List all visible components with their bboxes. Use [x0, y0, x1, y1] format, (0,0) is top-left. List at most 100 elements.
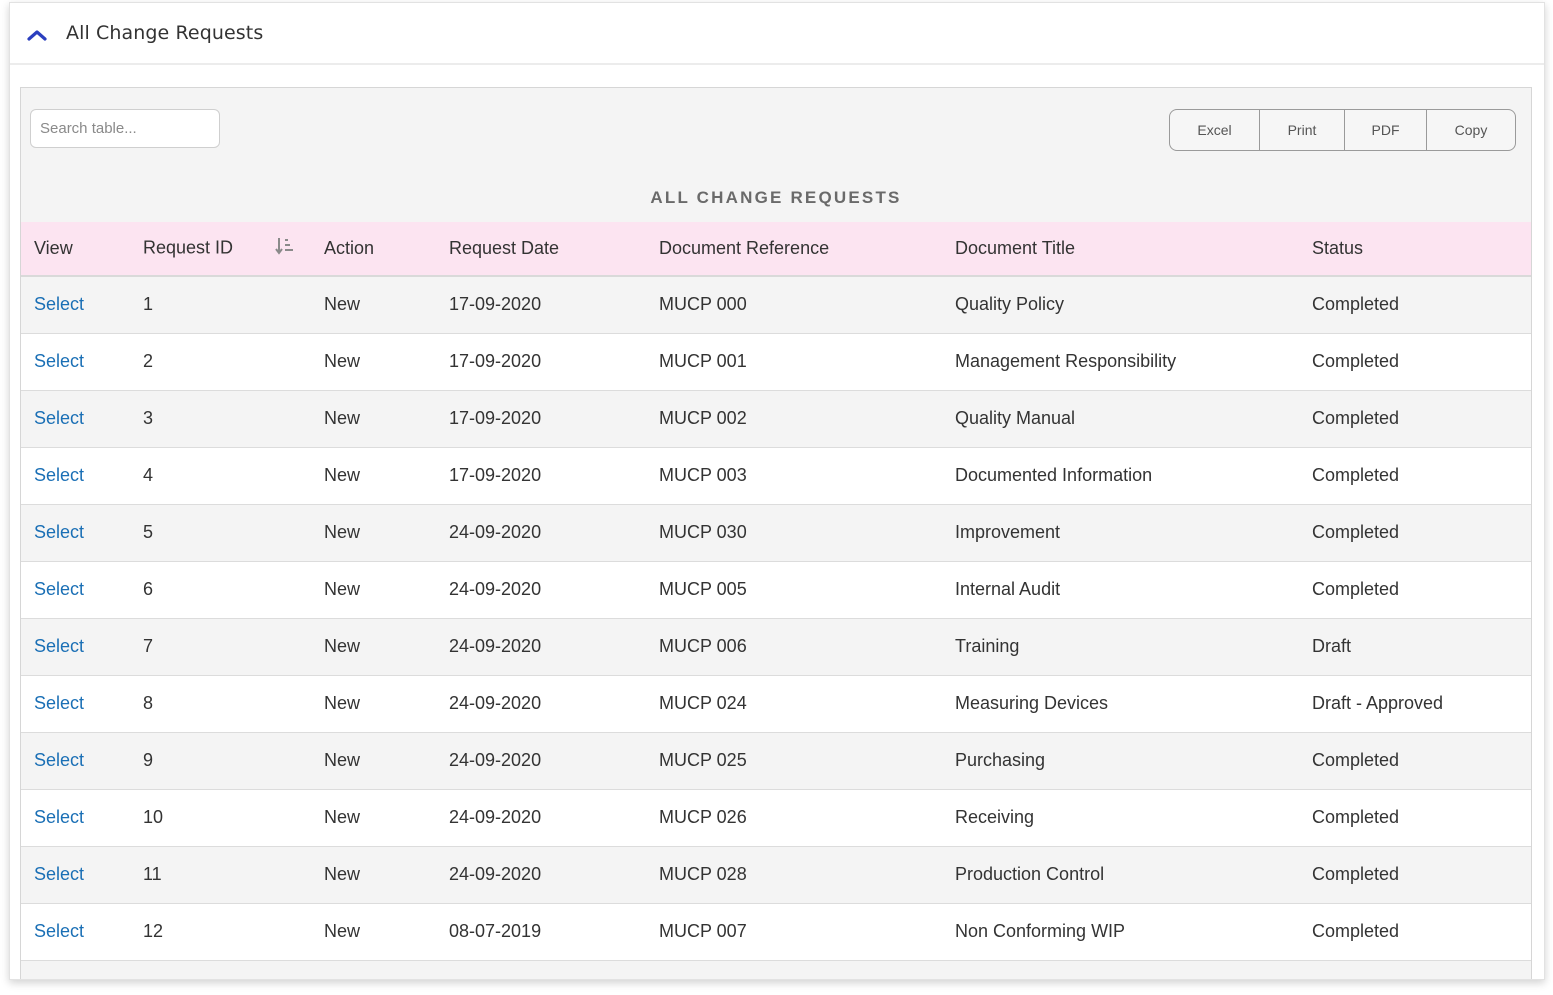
select-link[interactable]: Select — [34, 351, 85, 371]
select-link[interactable]: Select — [34, 750, 85, 770]
document-title-cell: Non Conforming WIP — [955, 921, 1126, 941]
select-link[interactable]: Select — [34, 294, 85, 315]
request-date-cell: 24-09-2020 — [449, 807, 542, 827]
document-reference-cell: MUCP 024 — [659, 693, 747, 713]
document-title-cell: Management Responsibility — [955, 351, 1177, 371]
change-requests-card: All Change Requests Excel Print PDF Copy… — [9, 2, 1545, 980]
status-cell: Draft - Approved — [1312, 693, 1444, 713]
pdf-button[interactable]: PDF — [1345, 110, 1427, 150]
document-title-cell: Production Control — [955, 864, 1105, 884]
table-caption: ALL CHANGE REQUESTS — [650, 188, 902, 207]
column-header-action[interactable]: Action — [324, 238, 375, 258]
table-row: Select 1 New 17-09-2020 MUCP 000 Quality Poli… — [21, 276, 1531, 333]
action-cell: New — [324, 693, 361, 713]
document-title-cell: Quality Manual — [955, 408, 1076, 428]
table-row: Select 7 New 24-09-2020 MUCP 006 Training Draf… — [21, 618, 1531, 675]
status-cell: Completed — [1312, 522, 1400, 542]
column-header-request-date[interactable]: Request Date — [449, 238, 560, 258]
export-button-group: Excel Print PDF Copy — [1169, 109, 1516, 151]
sort-descending-icon[interactable] — [275, 236, 295, 261]
request-id-cell: 12 — [143, 921, 164, 941]
column-header-status[interactable]: Status — [1312, 238, 1364, 258]
select-link[interactable]: Select — [34, 693, 85, 713]
chevron-up-icon[interactable] — [26, 24, 48, 46]
request-id-cell: 10 — [143, 807, 164, 827]
request-date-cell: 24-09-2020 — [449, 750, 542, 770]
document-reference-cell: MUCP 002 — [659, 408, 747, 428]
request-id-cell: 4 — [143, 465, 154, 485]
request-date-cell: 08-07-2019 — [449, 921, 542, 941]
select-link[interactable]: Select — [34, 921, 85, 941]
request-date-cell: 24-09-2020 — [449, 864, 542, 884]
card-title: All Change Requests — [66, 22, 264, 44]
status-cell: Completed — [1312, 408, 1400, 428]
table-row: Select 6 New 24-09-2020 MUCP 005 Internal Aud… — [21, 561, 1531, 618]
action-cell: New — [324, 807, 361, 827]
request-id-cell: 1 — [143, 294, 154, 315]
action-cell: New — [324, 750, 361, 770]
select-link[interactable]: Select — [34, 636, 85, 656]
status-cell: Completed — [1312, 864, 1400, 884]
action-cell: New — [324, 921, 361, 941]
select-link[interactable]: Select — [34, 864, 85, 884]
request-date-cell: 17-09-2020 — [449, 351, 542, 371]
request-id-cell: 2 — [143, 351, 154, 371]
action-cell: New — [324, 351, 361, 371]
document-title-cell: Training — [955, 636, 1020, 656]
request-id-cell: 11 — [143, 864, 162, 884]
document-title-cell: Measuring Devices — [955, 693, 1109, 713]
card-header: All Change Requests — [10, 3, 1544, 65]
request-date-cell: 17-09-2020 — [449, 294, 542, 315]
request-id-cell: 5 — [143, 522, 154, 542]
table-row: Select 4 New 17-09-2020 MUCP 003 Documented I… — [21, 447, 1531, 504]
document-reference-cell: MUCP 006 — [659, 636, 747, 656]
action-cell: New — [324, 294, 361, 315]
document-reference-cell: MUCP 005 — [659, 579, 747, 599]
copy-button[interactable]: Copy — [1454, 122, 1488, 138]
status-cell: Completed — [1312, 921, 1400, 941]
table-row: Select 10 New 24-09-2020 MUCP 026 Receiving Co… — [21, 789, 1531, 846]
table-header-row: View Request ID Action Request Date Docu… — [21, 222, 1531, 276]
status-cell: Completed — [1312, 294, 1400, 315]
select-link[interactable]: Select — [34, 408, 85, 428]
excel-button[interactable]: Excel — [1170, 110, 1260, 150]
action-cell: New — [324, 408, 361, 428]
table-row: Select 12 New 08-07-2019 MUCP 007 Non Conform… — [21, 903, 1531, 960]
table-row: Select 11 New 24-09-2020 MUCP 028 Production … — [21, 846, 1531, 903]
column-header-view[interactable]: View — [34, 238, 73, 258]
request-id-cell: 8 — [143, 693, 154, 713]
action-cell: New — [324, 864, 361, 884]
select-link[interactable]: Select — [34, 579, 85, 599]
document-title-cell: Quality Policy — [955, 294, 1065, 315]
select-link[interactable]: Select — [34, 522, 85, 542]
document-reference-cell: MUCP 000 — [659, 294, 747, 315]
column-header-request-id-label: Request ID — [143, 237, 234, 258]
request-id-cell: 6 — [143, 579, 154, 599]
column-header-document-title[interactable]: Document Title — [955, 238, 1076, 258]
request-date-cell: 24-09-2020 — [449, 522, 542, 542]
request-id-cell: 3 — [143, 408, 154, 428]
document-title-cell: Documented Information — [955, 465, 1153, 485]
status-cell: Completed — [1312, 750, 1400, 770]
select-link[interactable]: Select — [34, 465, 85, 485]
action-cell: New — [324, 465, 361, 485]
column-header-document-reference[interactable]: Document Reference — [659, 238, 830, 258]
column-header-request-id[interactable]: Request ID — [130, 222, 311, 276]
print-button[interactable]: Print — [1260, 110, 1345, 150]
request-date-cell: 24-09-2020 — [449, 693, 542, 713]
table-panel: Excel Print PDF Copy ALL CHANGE REQUESTS… — [20, 87, 1532, 979]
search-input[interactable] — [30, 109, 220, 148]
document-title-cell: Purchasing — [955, 750, 1046, 770]
document-reference-cell: MUCP 030 — [659, 522, 747, 542]
request-id-cell: 9 — [143, 750, 154, 770]
document-reference-cell: MUCP 001 — [659, 351, 747, 371]
table-row: Select 8 New 24-09-2020 MUCP 024 Measuring De… — [21, 675, 1531, 732]
document-reference-cell: MUCP 025 — [659, 750, 747, 770]
change-requests-table: View Request ID Action Request Date Docu… — [21, 222, 1531, 961]
document-title-cell: Internal Audit — [955, 579, 1061, 599]
request-date-cell: 24-09-2020 — [449, 636, 542, 656]
action-cell: New — [324, 522, 361, 542]
select-link[interactable]: Select — [34, 807, 85, 827]
document-reference-cell: MUCP 026 — [659, 807, 747, 827]
status-cell: Completed — [1312, 579, 1400, 599]
